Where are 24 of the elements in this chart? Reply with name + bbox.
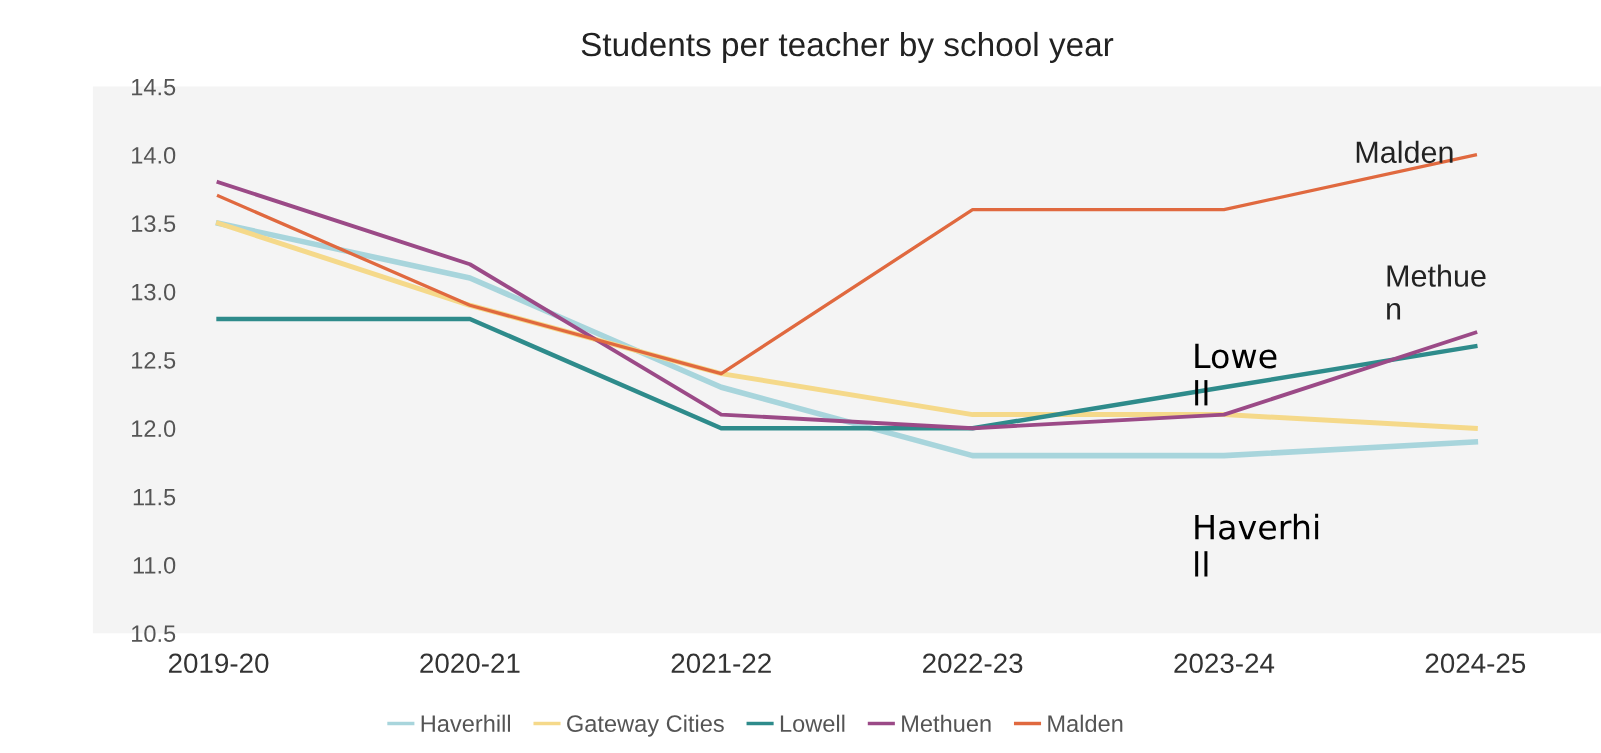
x-tick-label: 2024-25 — [1425, 653, 1526, 674]
x-tick-label: 2020-21 — [420, 653, 520, 674]
chart-title: Students per teacher by school year — [581, 31, 1114, 63]
y-tick-label: 11.5 — [133, 488, 176, 506]
y-tick-label: 13.0 — [132, 283, 176, 301]
annotation: Malden — [1356, 140, 1453, 164]
legend-label: Methuen — [902, 714, 991, 732]
x-tick-label: 2021-22 — [671, 653, 771, 674]
y-tick-label: 12.5 — [132, 352, 176, 369]
y-tick-label: 14.0 — [132, 147, 176, 164]
y-tick-label: 11.0 — [133, 557, 176, 574]
y-tick-label: 12.0 — [132, 420, 176, 438]
legend-label: Gateway Cities — [567, 714, 724, 737]
legend-label: Malden — [1048, 714, 1123, 732]
x-tick-label: 2023-24 — [1174, 653, 1275, 674]
x-tick-label: 2022-23 — [923, 653, 1023, 674]
legend-label: Haverhill — [421, 714, 511, 732]
y-tick-label: 10.5 — [132, 625, 176, 643]
legend-label: Lowell — [780, 714, 845, 732]
x-tick-label: 2019-20 — [168, 653, 269, 674]
annotation: Haverhi ll — [1195, 513, 1319, 577]
y-tick-label: 13.5 — [132, 215, 176, 233]
annotation: Methue n — [1387, 264, 1486, 320]
y-tick-label: 14.5 — [132, 78, 176, 96]
